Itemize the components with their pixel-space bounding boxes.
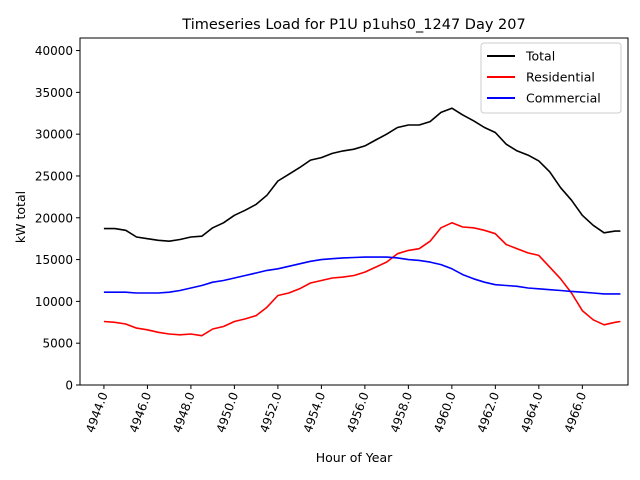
- x-tick-label: 4952.0: [257, 390, 285, 434]
- x-tick-label: 4950.0: [214, 390, 242, 434]
- legend-label-total: Total: [525, 49, 555, 64]
- legend-box: [480, 42, 622, 114]
- x-tick-label: 4954.0: [301, 390, 329, 434]
- chart-title: Timeseries Load for P1U p1uhs0_1247 Day …: [181, 17, 525, 33]
- legend-label-commercial: Commercial: [526, 91, 601, 106]
- y-axis-label: kW total: [13, 191, 28, 243]
- y-tick-label: 0: [65, 379, 73, 393]
- x-tick-label: 4958.0: [388, 390, 416, 434]
- x-tick-label: 4946.0: [127, 390, 155, 434]
- y-tick-label: 35000: [35, 86, 73, 100]
- x-tick-label: 4948.0: [170, 390, 198, 434]
- series-line-commercial: [103, 256, 621, 295]
- x-tick-label: 4960.0: [431, 390, 459, 434]
- x-tick-label: 4944.0: [83, 390, 111, 434]
- x-tick-label: 4962.0: [475, 390, 503, 434]
- y-tick-label: 40000: [35, 44, 73, 58]
- x-tick-label: 4966.0: [562, 390, 590, 434]
- x-tick-label: 4956.0: [344, 390, 372, 434]
- y-tick-label: 15000: [35, 253, 73, 267]
- y-tick-label: 10000: [35, 295, 73, 309]
- x-axis-label: Hour of Year: [316, 450, 393, 465]
- y-tick-label: 5000: [42, 337, 73, 351]
- legend-label-residential: Residential: [526, 70, 595, 85]
- plot-frame: [79, 37, 629, 386]
- y-tick-label: 30000: [35, 128, 73, 142]
- series-line-total: [103, 107, 621, 242]
- y-axis: 0 5000 10000 15000 20000 25000 30000 35000 40000: [35, 44, 80, 393]
- legend: Total Residential Commercial: [480, 42, 622, 114]
- y-tick-label: 20000: [35, 211, 73, 225]
- x-tick-label: 4964.0: [518, 390, 546, 434]
- y-tick-label: 25000: [35, 169, 73, 183]
- series-line-residential: [103, 222, 621, 337]
- series-group: [103, 107, 621, 337]
- x-axis: 4944.0 4946.0 4948.0 4950.0 4952.0 4954.0 4956…: [83, 385, 589, 434]
